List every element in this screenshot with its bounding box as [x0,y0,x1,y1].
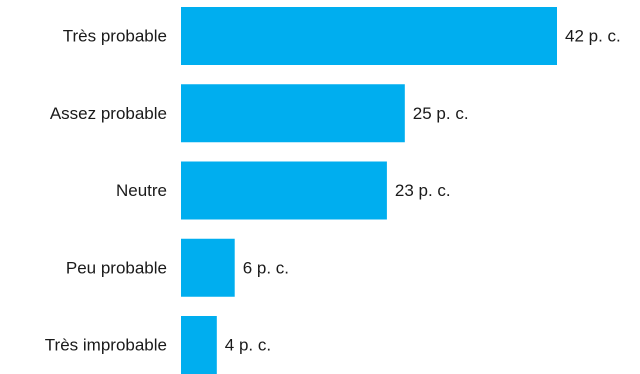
value-label-1: 25 p. c. [413,104,469,123]
bar-3 [181,238,235,297]
value-label-3: 6 p. c. [243,258,289,277]
value-label-0: 42 p. c. [565,27,621,46]
bars-group: Très probable 42 p. c. Assez probable 25 p.… [45,7,621,374]
category-label-1: Assez probable [50,104,167,123]
bar-4 [181,316,217,374]
category-label-0: Très probable [63,27,167,46]
bar-0 [181,7,557,65]
value-label-4: 4 p. c. [225,336,271,355]
bar-2 [181,161,387,220]
category-label-4: Très improbable [45,336,167,355]
value-label-2: 23 p. c. [395,181,451,200]
bar-1 [181,84,405,143]
category-label-3: Peu probable [66,258,167,277]
category-label-2: Neutre [116,181,167,200]
